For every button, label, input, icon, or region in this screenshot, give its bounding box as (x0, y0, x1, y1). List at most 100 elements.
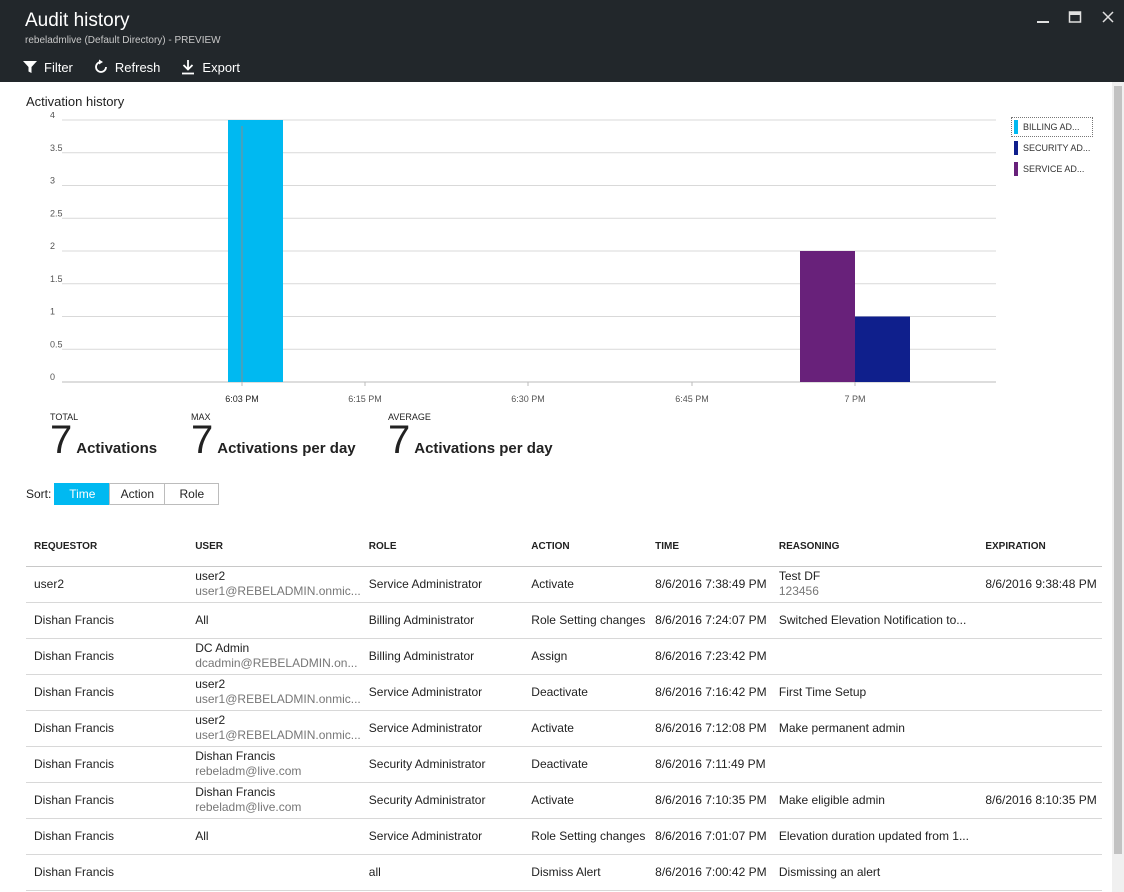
table-row[interactable]: Dishan Francis Dishan Francis rebeladm@liv… (26, 746, 1102, 783)
refresh-label: Refresh (114, 59, 161, 75)
stat-max-label: MAX (191, 412, 211, 422)
y-tick-label: 0 (50, 372, 55, 382)
table-row[interactable]: Dishan Francis All Billing Administrator Ro… (26, 602, 1102, 639)
cell-role-value: all (368, 864, 381, 879)
stat-average-label: AVERAGE (388, 412, 431, 422)
stat-average-value: 7 (388, 418, 411, 462)
cell-user (187, 854, 361, 891)
cell-requestor-value: Dishan Francis (34, 828, 115, 843)
table-row[interactable]: Dishan Francis Dishan Francis rebeladm@liv… (26, 782, 1102, 819)
audit-table: REQUESTOR USER ROLE ACTION TIME REASONIN… (26, 528, 1102, 891)
cell-requestor-value: Dishan Francis (34, 648, 115, 663)
col-user[interactable]: USER (187, 528, 361, 567)
bar-security[interactable] (855, 316, 910, 383)
cell-user-value: Dishan Francis (195, 785, 276, 799)
cell-requestor: user2 (26, 566, 188, 603)
cell-user-subtext: rebeladm@live.com (195, 764, 302, 778)
bar-billing[interactable] (228, 120, 283, 382)
filter-button[interactable]: Filter (22, 56, 73, 78)
sort-control: Sort: Time Action Role (26, 483, 220, 505)
cell-user: user2 user1@REBELADMIN.onmic... (187, 674, 361, 711)
cell-expiration (977, 638, 1102, 675)
cell-action-value: Assign (531, 648, 568, 663)
table-row[interactable]: Dishan Francis DC Admin dcadmin@REBELADMIN… (26, 638, 1102, 675)
cell-time-value: 8/6/2016 7:00:42 PM (655, 864, 767, 879)
cell-requestor: Dishan Francis (26, 746, 188, 783)
col-role[interactable]: ROLE (360, 528, 524, 567)
cell-role-value: Security Administrator (368, 756, 486, 771)
scrollbar-thumb[interactable] (1114, 86, 1122, 854)
cell-role: Billing Administrator (360, 602, 524, 639)
cell-time-value: 8/6/2016 7:01:07 PM (655, 828, 767, 843)
sort-action-button[interactable]: Action (109, 483, 166, 505)
stat-max: MAX 7 Activations per day (191, 412, 356, 460)
cell-user-subtext: rebeladm@live.com (195, 800, 302, 814)
sort-time-button[interactable]: Time (54, 483, 111, 505)
cell-action: Activate (523, 710, 648, 747)
maximize-icon[interactable] (1066, 10, 1084, 28)
table-row[interactable]: Dishan Francis user2 user1@REBELADMIN.onmi… (26, 710, 1102, 747)
refresh-icon (95, 59, 107, 73)
cell-role-value: Billing Administrator (368, 648, 475, 663)
cell-role: Service Administrator (360, 710, 524, 747)
activation-chart: 0 0.5 1 1.5 2 2.5 3 3.5 4 6:03 PM 6:15 PM 6:30 PM 6:… (50, 112, 996, 404)
cell-reasoning: Elevation duration updated from 1... (770, 818, 978, 855)
vertical-scrollbar[interactable] (1112, 82, 1124, 892)
export-button[interactable]: Export (180, 56, 240, 78)
cell-reasoning-value: Dismissing an alert (778, 864, 881, 879)
legend-item[interactable]: SECURITY AD... (1012, 139, 1092, 157)
col-requestor[interactable]: REQUESTOR (26, 528, 188, 567)
cell-role: Service Administrator (360, 818, 524, 855)
cell-requestor: Dishan Francis (26, 782, 188, 819)
cell-requestor: Dishan Francis (26, 710, 188, 747)
cell-reasoning: Make eligible admin (770, 782, 978, 819)
cell-user-value: All (195, 612, 209, 627)
cell-user-value: user2 (195, 713, 226, 727)
cell-action: Role Setting changes (523, 602, 648, 639)
table-row[interactable]: Dishan Francis All Service Administrator Ro… (26, 818, 1102, 855)
cell-user-value: user2 (195, 569, 226, 583)
cell-role-value: Billing Administrator (368, 612, 475, 627)
chart-legend: BILLING AD... SECURITY AD... SERVICE AD... (1011, 117, 1093, 181)
cell-requestor-value: Dishan Francis (34, 720, 115, 735)
cell-requestor: Dishan Francis (26, 674, 188, 711)
page-subtitle: rebeladmlive (Default Directory) - PREVI… (25, 35, 221, 46)
cell-requestor-value: Dishan Francis (34, 792, 115, 807)
cell-reasoning-value: Test DF (778, 569, 821, 583)
command-bar: Filter Refresh Export (22, 56, 260, 78)
cell-action-value: Dismiss Alert (531, 864, 601, 879)
col-time[interactable]: TIME (647, 528, 771, 567)
cell-user: user2 user1@REBELADMIN.onmic... (187, 566, 361, 603)
refresh-button[interactable]: Refresh (93, 56, 161, 78)
cell-action: Role Setting changes (523, 818, 648, 855)
cell-time: 8/6/2016 7:00:42 PM (647, 854, 771, 891)
x-tick-label: 6:03 PM (225, 394, 259, 404)
table-row[interactable]: user2 user2 user1@REBELADMIN.onmic... Servi… (26, 566, 1102, 603)
bar-service[interactable] (800, 251, 855, 382)
table-row[interactable]: Dishan Francis all Dismiss Alert 8/6/2016 7… (26, 854, 1102, 891)
col-expiration[interactable]: EXPIRATION (977, 528, 1102, 567)
cell-user-subtext: user1@REBELADMIN.onmic... (195, 584, 361, 598)
legend-label: BILLING AD... (1023, 122, 1080, 132)
cell-time-value: 8/6/2016 7:23:42 PM (655, 648, 767, 663)
legend-item[interactable]: BILLING AD... (1011, 117, 1093, 137)
cell-time: 8/6/2016 7:12:08 PM (647, 710, 771, 747)
cell-action-value: Role Setting changes (531, 612, 646, 627)
cell-role: Security Administrator (360, 746, 524, 783)
section-title: Activation history (26, 94, 125, 109)
close-icon[interactable] (1099, 10, 1117, 28)
table-header-row: REQUESTOR USER ROLE ACTION TIME REASONIN… (26, 528, 1102, 567)
col-reasoning[interactable]: REASONING (770, 528, 978, 567)
stat-average-unit: Activations per day (414, 440, 553, 457)
table-row[interactable]: Dishan Francis user2 user1@REBELADMIN.onmi… (26, 674, 1102, 711)
cell-user-value: DC Admin (195, 641, 250, 655)
stat-max-value: 7 (191, 418, 214, 462)
sort-role-button[interactable]: Role (164, 483, 220, 505)
cell-action: Dismiss Alert (523, 854, 648, 891)
cell-requestor-value: Dishan Francis (34, 684, 115, 699)
minimize-icon[interactable] (1034, 10, 1052, 28)
col-action[interactable]: ACTION (523, 528, 648, 567)
cell-user-subtext: dcadmin@REBELADMIN.on... (195, 656, 358, 670)
legend-item[interactable]: SERVICE AD... (1012, 160, 1092, 178)
cell-expiration-value: 8/6/2016 8:10:35 PM (985, 792, 1097, 807)
